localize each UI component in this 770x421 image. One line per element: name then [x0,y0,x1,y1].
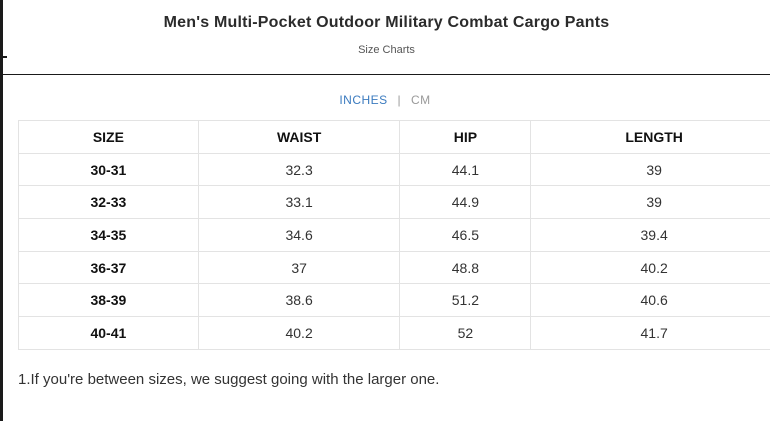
size-cell: 38-39 [18,283,199,318]
table-row: 34-35 34.6 46.5 39.4 [18,218,770,252]
length-cell: 40.2 [530,250,770,285]
length-cell: 39 [530,152,770,187]
size-cell: 40-41 [18,316,199,350]
column-header-length: LENGTH [530,120,770,154]
header: Men's Multi-Pocket Outdoor Military Comb… [3,0,770,74]
unit-inches-button[interactable]: INCHES [339,93,388,107]
size-advice-note: 1.If you're between sizes, we suggest go… [18,371,440,388]
waist-cell: 38.6 [197,283,401,318]
size-cell: 36-37 [18,250,199,285]
size-cell: 30-31 [18,152,199,187]
length-cell: 39 [530,185,770,220]
unit-separator: | [397,93,402,107]
page-title: Men's Multi-Pocket Outdoor Military Comb… [163,14,610,31]
header-divider [3,74,770,75]
left-border [0,0,3,421]
column-header-size: SIZE [18,120,199,154]
table-row: 38-39 38.6 51.2 40.6 [18,283,770,318]
hip-cell: 44.9 [399,185,532,220]
hip-cell: 51.2 [399,283,532,318]
waist-cell: 32.3 [197,152,401,187]
table-row: 30-31 32.3 44.1 39 [18,152,770,187]
table-row: 40-41 40.2 52 41.7 [18,316,770,350]
unit-cm-button[interactable]: CM [410,93,431,107]
size-table: SIZE WAIST HIP LENGTH 30-31 32.3 44.1 39… [18,120,770,350]
length-cell: 41.7 [530,316,770,350]
size-cell: 34-35 [18,218,199,252]
table-row: 36-37 37 48.8 40.2 [18,250,770,285]
waist-cell: 33.1 [197,185,401,220]
waist-cell: 34.6 [197,218,401,252]
left-border-tick [0,56,7,58]
hip-cell: 52 [399,316,532,350]
table-row: 32-33 33.1 44.9 39 [18,185,770,220]
page-subtitle: Size Charts [358,44,415,56]
column-header-hip: HIP [399,120,532,154]
hip-cell: 44.1 [399,152,532,187]
waist-cell: 40.2 [197,316,401,350]
length-cell: 40.6 [530,283,770,318]
hip-cell: 48.8 [399,250,532,285]
size-cell: 32-33 [18,185,199,220]
hip-cell: 46.5 [399,218,532,252]
length-cell: 39.4 [530,218,770,252]
waist-cell: 37 [197,250,401,285]
column-header-waist: WAIST [197,120,401,154]
table-header-row: SIZE WAIST HIP LENGTH [18,120,770,154]
unit-toggle: INCHES | CM [0,93,770,107]
